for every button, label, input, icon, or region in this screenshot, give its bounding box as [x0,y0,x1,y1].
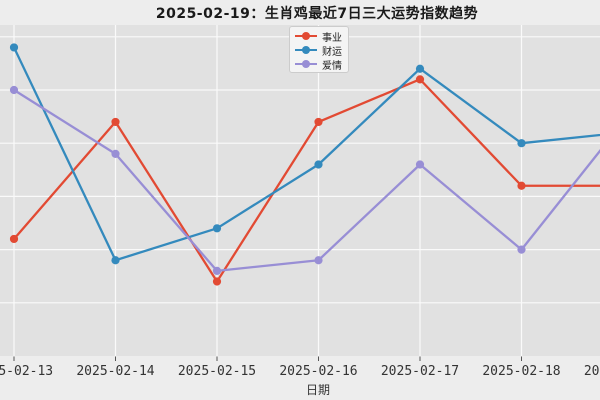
chart-title: 2025-02-19：生肖鸡最近7日三大运势指数趋势 [155,6,479,22]
plot-area [0,25,600,356]
series-career-marker [9,234,19,244]
series-wealth-marker [111,256,120,265]
legend-item-wealth: 财运 [295,43,344,58]
x-axis-title: 日期 [305,383,331,397]
series-career-marker [111,117,120,127]
legend-label-love: 爱情 [322,60,342,72]
series-wealth-marker [9,43,19,52]
series-love-marker [517,245,526,254]
series-career-marker [314,117,323,127]
series-wealth-marker [314,160,323,169]
series-career-marker [415,75,425,84]
series-love-marker [415,160,425,169]
series-love-marker [111,149,120,158]
legend-item-love: 爱情 [295,57,344,72]
series-love-marker [314,256,323,265]
legend-label-wealth: 财运 [322,46,342,58]
series-wealth-marker [212,224,222,233]
series-love-marker [212,266,222,275]
legend: 事业 财运 爱情 [289,26,349,73]
love-line-marker-icon [295,60,317,68]
legend-label-career: 事业 [322,32,342,44]
legend-item-career: 事业 [295,29,344,44]
career-line-marker-icon [295,32,317,40]
series-love-marker [9,85,19,95]
series-wealth-marker [415,64,425,73]
wealth-line-marker-icon [295,46,317,54]
series-wealth-marker [517,139,526,148]
series-career-marker [212,277,222,286]
series-career-marker [517,181,526,190]
